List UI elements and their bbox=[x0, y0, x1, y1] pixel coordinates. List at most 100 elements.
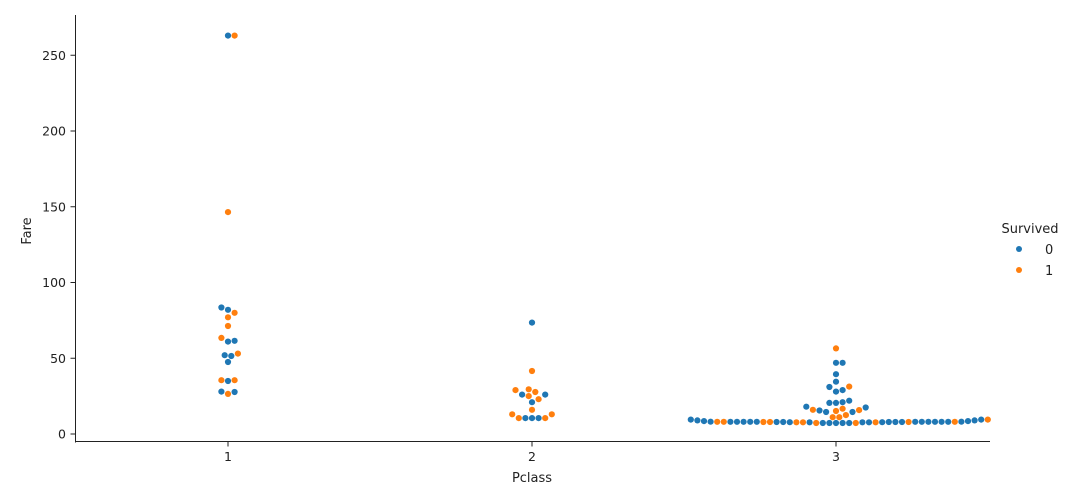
data-point-survived-0 bbox=[528, 415, 536, 422]
data-point-survived-0 bbox=[931, 418, 939, 425]
data-point-survived-1 bbox=[829, 414, 836, 421]
data-point-survived-1 bbox=[842, 412, 850, 419]
data-point-survived-0 bbox=[849, 408, 856, 416]
data-point-survived-0 bbox=[846, 419, 853, 427]
data-point-survived-1 bbox=[525, 393, 532, 400]
data-point-survived-0 bbox=[687, 416, 694, 423]
data-point-survived-0 bbox=[892, 418, 899, 426]
data-point-survived-1 bbox=[224, 390, 232, 397]
legend-label-1: 1 bbox=[1045, 264, 1053, 279]
data-point-survived-0 bbox=[773, 418, 780, 426]
data-point-survived-1 bbox=[234, 350, 241, 357]
data-point-survived-1 bbox=[852, 419, 859, 427]
x-axis-label: Pclass bbox=[512, 471, 552, 486]
data-point-survived-1 bbox=[224, 209, 232, 216]
data-point-survived-1 bbox=[846, 383, 853, 390]
data-point-survived-0 bbox=[694, 417, 701, 424]
data-point-survived-0 bbox=[839, 419, 846, 427]
data-point-survived-1 bbox=[714, 418, 721, 425]
data-point-survived-0 bbox=[733, 418, 741, 425]
data-point-survived-0 bbox=[231, 337, 238, 344]
data-point-survived-0 bbox=[228, 352, 235, 360]
data-point-survived-1 bbox=[512, 387, 519, 394]
data-point-survived-0 bbox=[224, 358, 232, 366]
data-point-survived-1 bbox=[793, 419, 800, 426]
data-point-survived-0 bbox=[971, 417, 978, 424]
y-tick-label: 50 bbox=[50, 351, 66, 366]
y-tick-label: 200 bbox=[42, 124, 66, 139]
data-point-survived-0 bbox=[832, 378, 840, 385]
data-point-survived-1 bbox=[224, 314, 232, 321]
data-point-survived-0 bbox=[832, 399, 840, 406]
data-point-survived-0 bbox=[839, 399, 846, 406]
data-point-survived-0 bbox=[978, 416, 985, 423]
data-point-survived-0 bbox=[898, 418, 906, 426]
data-point-survived-1 bbox=[224, 322, 232, 330]
data-point-survived-0 bbox=[832, 419, 840, 427]
data-point-survived-1 bbox=[799, 419, 807, 426]
data-point-survived-0 bbox=[224, 338, 232, 345]
data-point-survived-0 bbox=[753, 418, 760, 425]
data-point-survived-0 bbox=[964, 418, 972, 425]
data-point-survived-1 bbox=[218, 334, 225, 341]
data-point-survived-0 bbox=[879, 419, 886, 426]
data-point-survived-1 bbox=[856, 407, 863, 414]
data-point-survived-0 bbox=[839, 359, 846, 366]
data-point-survived-0 bbox=[912, 418, 919, 425]
data-point-survived-0 bbox=[542, 391, 549, 398]
data-point-survived-1 bbox=[535, 396, 542, 403]
data-point-survived-1 bbox=[832, 345, 840, 352]
data-point-survived-1 bbox=[760, 418, 767, 426]
x-tick-label: 2 bbox=[528, 449, 536, 464]
y-axis-label: Fare bbox=[20, 217, 35, 244]
legend-marker-0 bbox=[1016, 246, 1022, 252]
data-point-survived-1 bbox=[231, 32, 238, 39]
data-point-survived-0 bbox=[780, 418, 787, 426]
y-tick-label: 250 bbox=[42, 48, 66, 63]
data-point-survived-1 bbox=[525, 386, 532, 393]
y-axis-ticks: 0 50 100 150 200 250 bbox=[42, 48, 76, 442]
data-point-survived-1 bbox=[231, 309, 238, 316]
data-point-survived-0 bbox=[727, 418, 734, 425]
data-point-survived-1 bbox=[542, 415, 549, 422]
legend: Survived 0 1 bbox=[1001, 222, 1058, 279]
data-point-survived-1 bbox=[532, 388, 539, 396]
data-point-survived-1 bbox=[839, 405, 846, 412]
data-point-survived-1 bbox=[832, 407, 840, 415]
data-point-survived-0 bbox=[224, 32, 232, 39]
data-point-survived-0 bbox=[218, 388, 225, 395]
data-point-survived-0 bbox=[826, 399, 833, 406]
legend-title: Survived bbox=[1001, 222, 1058, 237]
data-point-survived-0 bbox=[945, 418, 952, 425]
data-point-survived-1 bbox=[809, 406, 817, 413]
data-point-survived-0 bbox=[224, 377, 232, 385]
y-tick-label: 0 bbox=[58, 427, 66, 442]
data-point-survived-0 bbox=[832, 359, 840, 366]
data-point-survived-0 bbox=[803, 403, 810, 410]
data-point-survived-1 bbox=[766, 418, 774, 426]
data-point-survived-1 bbox=[548, 411, 555, 418]
data-point-survived-0 bbox=[528, 399, 536, 406]
x-axis-ticks: 1 2 3 bbox=[224, 441, 840, 464]
x-tick-label: 3 bbox=[832, 449, 840, 464]
data-point-survived-0 bbox=[700, 418, 708, 425]
data-point-survived-1 bbox=[218, 377, 225, 384]
plot-area bbox=[218, 32, 991, 427]
data-point-survived-0 bbox=[740, 418, 747, 425]
y-tick-label: 100 bbox=[42, 275, 66, 290]
legend-marker-1 bbox=[1016, 267, 1022, 273]
data-point-survived-1 bbox=[905, 418, 912, 426]
data-point-survived-0 bbox=[528, 319, 536, 326]
data-point-survived-0 bbox=[816, 407, 823, 414]
data-point-survived-1 bbox=[720, 418, 727, 425]
legend-label-0: 0 bbox=[1045, 243, 1053, 258]
data-point-survived-0 bbox=[862, 404, 869, 411]
data-point-survived-0 bbox=[826, 383, 833, 391]
data-point-survived-1 bbox=[872, 419, 879, 426]
data-point-survived-1 bbox=[528, 367, 536, 375]
y-tick-label: 150 bbox=[42, 199, 66, 214]
data-point-survived-1 bbox=[509, 411, 516, 418]
data-point-survived-0 bbox=[224, 306, 232, 313]
data-point-survived-1 bbox=[528, 406, 536, 413]
